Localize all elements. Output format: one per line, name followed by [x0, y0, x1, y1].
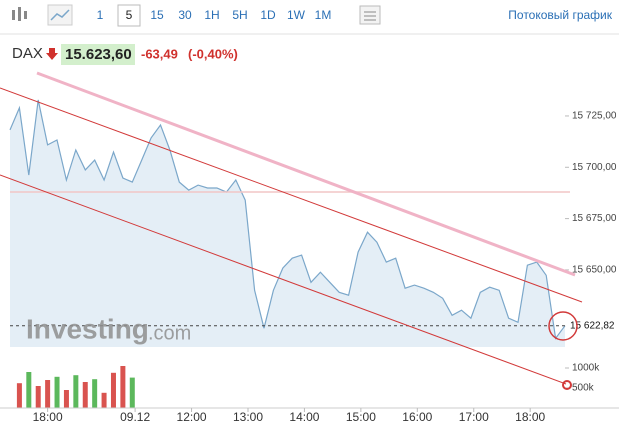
volume-bar — [35, 386, 41, 408]
x-tick-label: 17:00 — [459, 410, 489, 424]
last-price-box — [567, 318, 619, 333]
x-tick-label: 15:00 — [346, 410, 376, 424]
y-tick-label: 15 725,00 — [572, 111, 617, 122]
interval-button[interactable]: 30 — [178, 8, 192, 22]
price-box — [61, 44, 135, 65]
last-price-label: 15 622,82 — [570, 320, 615, 331]
x-tick-label: 18:00 — [515, 410, 545, 424]
volume-bar — [101, 392, 107, 408]
x-tick-label: 09.12 — [120, 410, 150, 424]
down-arrow — [46, 48, 58, 60]
price-line — [9, 99, 566, 340]
highlight-circle — [548, 311, 578, 341]
interval-button[interactable]: 1H — [204, 8, 219, 22]
volume-bar — [63, 390, 69, 408]
volume-bar — [92, 379, 98, 408]
interval-button[interactable]: 1W — [287, 8, 306, 22]
interval-button[interactable]: 5 — [126, 8, 133, 22]
change: -63,49 — [141, 46, 178, 61]
candles-icon[interactable] — [12, 7, 27, 21]
anchor-circle — [562, 380, 572, 390]
price: 15.623,60 — [65, 46, 132, 63]
volume-bar — [129, 377, 135, 408]
interval-button[interactable]: 15 — [150, 8, 164, 22]
area-icon[interactable] — [47, 4, 73, 26]
x-tick-label: 18:00 — [33, 410, 63, 424]
interval-button[interactable]: 1M — [315, 8, 332, 22]
interval-button[interactable]: 5H — [232, 8, 247, 22]
interval-button[interactable]: 1 — [97, 8, 104, 22]
symbol: DAX — [12, 45, 43, 62]
trend-line — [36, 71, 576, 277]
x-tick-label: 14:00 — [289, 410, 319, 424]
settings-icon[interactable] — [359, 5, 381, 25]
channel-upper — [0, 87, 583, 303]
area-fill — [10, 99, 565, 348]
y-tick-label: 15 675,00 — [572, 213, 617, 224]
volume-bar — [110, 372, 116, 408]
watermark-suffix: .com — [148, 322, 191, 344]
volume-bar — [45, 380, 51, 408]
volume-bar — [73, 375, 79, 408]
channel-lower — [0, 174, 567, 385]
volume-bar — [16, 383, 22, 408]
interval-button[interactable]: 1D — [260, 8, 276, 22]
y-tick-label: 15 650,00 — [572, 265, 617, 276]
y-tick-label: 15 700,00 — [572, 162, 617, 173]
watermark-brand: Investing — [26, 313, 149, 344]
volume-tick-label: 1000k — [572, 363, 600, 374]
x-tick-label: 12:00 — [177, 410, 207, 424]
x-tick-label: 13:00 — [233, 410, 263, 424]
volume-bar — [82, 382, 88, 408]
x-tick-label: 16:00 — [402, 410, 432, 424]
volume-tick-label: 500k — [572, 383, 595, 394]
volume-bar — [54, 376, 60, 408]
selected-interval-box — [117, 4, 141, 27]
change-percent: (-0,40%) — [188, 46, 238, 61]
streaming-link[interactable]: Потоковый график — [508, 8, 612, 22]
volume-bar — [26, 372, 32, 408]
volume-bar — [120, 366, 126, 408]
plot: 15 650,00 15 675,00 15 700,00 15 725,00 15 6… — [0, 99, 619, 424]
